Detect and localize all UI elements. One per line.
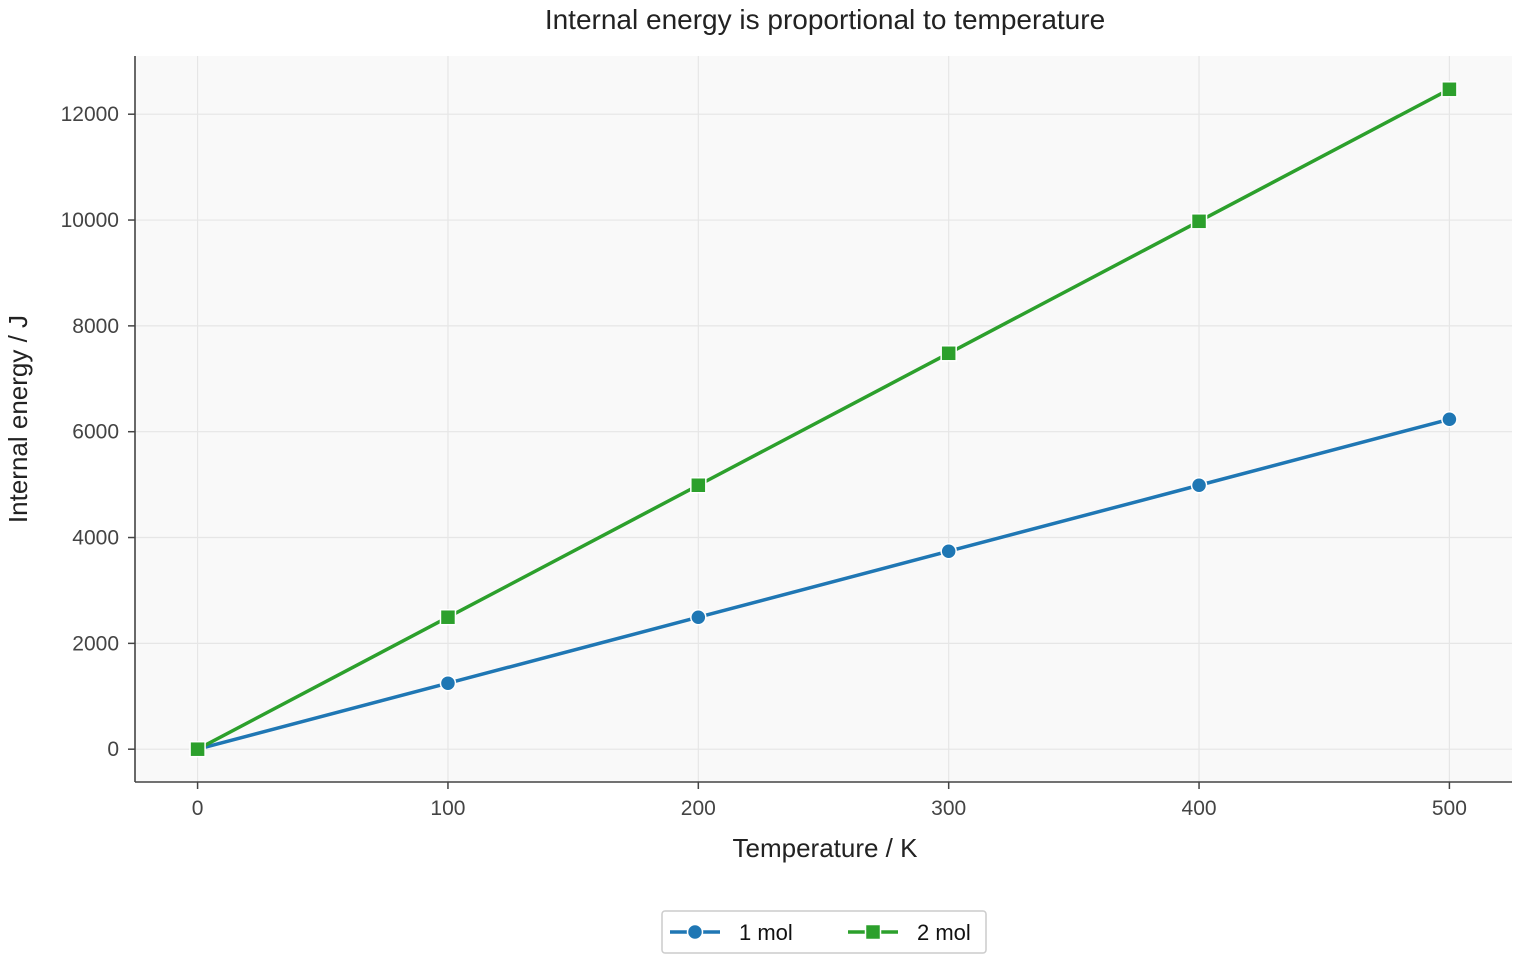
legend-item-1: 1 mol (670, 920, 793, 945)
legend: 1 mol 2 mol (661, 910, 987, 954)
x-tick-label: 0 (192, 797, 204, 820)
data-point (1441, 81, 1458, 98)
x-ticks: 0 100 200 300 400 500 (192, 782, 1467, 820)
chart-title: Internal energy is proportional to tempe… (545, 4, 1105, 35)
y-axis-label: Internal energy / J (3, 315, 33, 523)
axes (134, 56, 1512, 783)
data-point (1190, 477, 1208, 494)
data-point (690, 477, 707, 494)
series-group (189, 81, 1458, 758)
y-tick-label: 0 (107, 738, 119, 761)
y-tick-label: 6000 (72, 421, 119, 444)
y-tick-label: 4000 (72, 527, 119, 550)
y-tick-label: 12000 (61, 103, 119, 126)
data-point (690, 608, 707, 626)
legend-marker (686, 923, 704, 941)
y-tick-label: 2000 (72, 632, 119, 655)
data-point (439, 608, 457, 626)
series-2 (189, 81, 1458, 758)
legend-label: 2 mol (917, 920, 971, 945)
y-ticks: 0 2000 4000 6000 8000 10000 12000 (61, 103, 135, 761)
y-tick-label: 8000 (72, 315, 119, 338)
data-point (940, 542, 957, 560)
grid-lines (135, 56, 1512, 782)
legend-marker (864, 923, 882, 941)
data-point (189, 740, 206, 758)
data-point (439, 674, 457, 692)
legend-box (661, 910, 987, 954)
x-tick-label: 400 (1182, 797, 1217, 820)
data-point (1190, 213, 1208, 230)
data-point (1441, 411, 1458, 428)
data-point (940, 345, 957, 362)
x-axis-label: Temperature / K (733, 833, 919, 863)
x-tick-label: 100 (430, 797, 465, 820)
x-tick-label: 300 (931, 797, 966, 820)
x-tick-label: 200 (681, 797, 716, 820)
legend-item-2: 2 mol (848, 920, 971, 945)
y-tick-label: 10000 (61, 209, 119, 232)
x-tick-label: 500 (1432, 797, 1467, 820)
legend-label: 1 mol (739, 920, 793, 945)
series-line (196, 87, 1451, 751)
series-line (197, 417, 1450, 751)
